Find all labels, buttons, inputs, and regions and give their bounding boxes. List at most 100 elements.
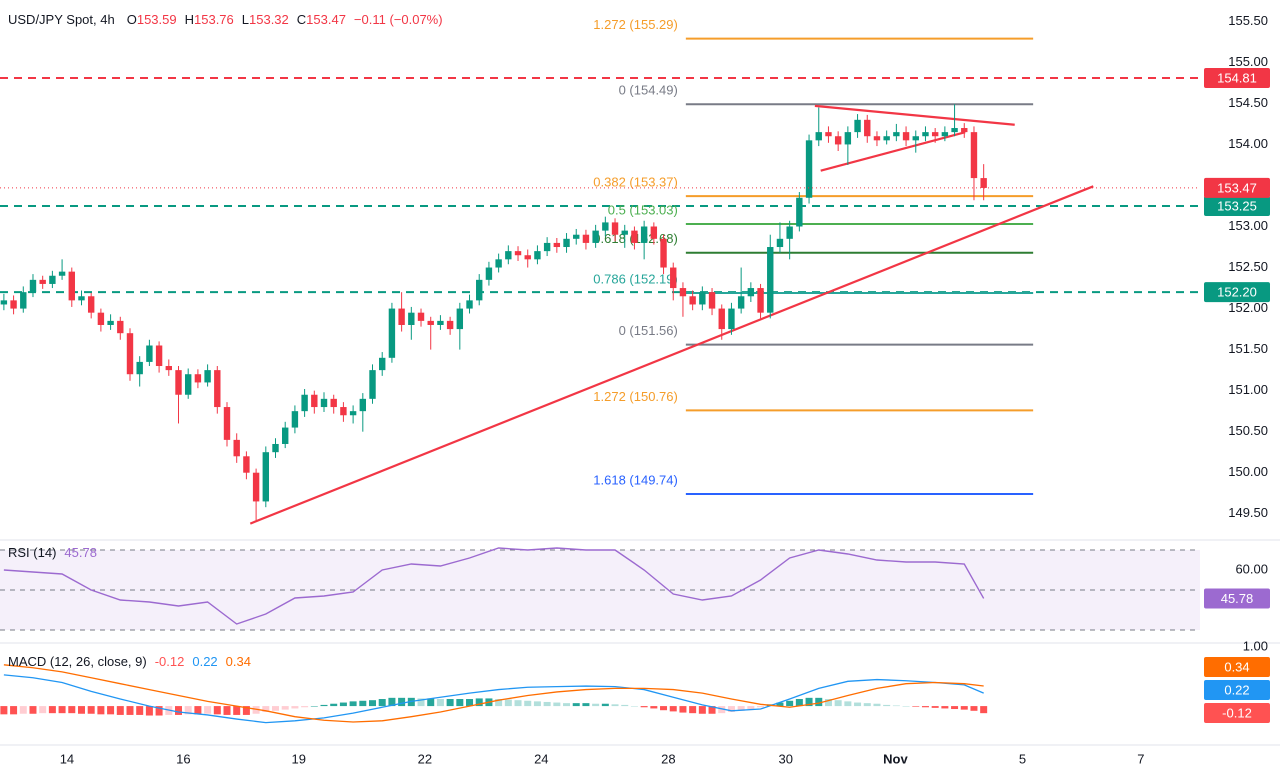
candle-body bbox=[126, 333, 134, 375]
y-tick-label: 60.00 bbox=[1235, 561, 1268, 576]
rsi-line bbox=[3, 547, 985, 625]
macd-histogram-bar bbox=[252, 706, 260, 714]
candle-body bbox=[233, 439, 240, 457]
macd-histogram-bar bbox=[388, 697, 396, 707]
candle-body bbox=[582, 234, 590, 243]
fib-label: 1.618 (149.74) bbox=[593, 472, 678, 487]
macd-value-label-box bbox=[1204, 680, 1270, 700]
macd-histogram-bar bbox=[19, 706, 27, 714]
macd-histogram-bar bbox=[931, 706, 939, 708]
candle-body bbox=[495, 259, 502, 268]
macd-histogram-bar bbox=[582, 703, 590, 707]
candle-body bbox=[524, 255, 531, 260]
macd-histogram-bar bbox=[679, 706, 687, 713]
candle-body bbox=[87, 296, 95, 313]
x-tick-label: 16 bbox=[176, 751, 190, 766]
candle-body bbox=[146, 345, 153, 362]
macd-histogram-bar bbox=[116, 706, 124, 715]
ohlc-value: 153.59 bbox=[137, 12, 177, 27]
macd-histogram-bar bbox=[747, 706, 755, 710]
candle-body bbox=[650, 226, 658, 239]
macd-histogram-bar bbox=[883, 704, 891, 707]
price-line-label-box bbox=[1204, 282, 1270, 303]
macd-histogram-bar bbox=[68, 706, 76, 714]
candle-body bbox=[844, 132, 852, 145]
macd-histogram-bar bbox=[553, 702, 561, 707]
rsi-header: RSI (14) 45.78 bbox=[8, 545, 97, 560]
candle-body bbox=[243, 456, 250, 473]
fib-label: 0 (154.49) bbox=[619, 83, 678, 98]
y-tick-label: 153.00 bbox=[1228, 218, 1268, 233]
fib-label: 0 (151.56) bbox=[619, 323, 678, 338]
macd-histogram-bar bbox=[902, 706, 910, 707]
candle-body bbox=[417, 312, 425, 321]
candle-body bbox=[864, 119, 871, 137]
x-tick-label: 30 bbox=[779, 751, 793, 766]
ohlc-key: L bbox=[242, 12, 249, 27]
candle-body bbox=[805, 140, 813, 198]
price-line-label-box bbox=[1204, 67, 1270, 88]
macd-histogram-bar bbox=[815, 697, 823, 707]
candle-body bbox=[980, 178, 987, 188]
macd-histogram-bar bbox=[912, 706, 920, 707]
candle-body bbox=[437, 320, 444, 325]
macd-histogram-bar bbox=[951, 706, 959, 710]
candle-body bbox=[359, 398, 367, 412]
macd-histogram-bar bbox=[398, 697, 406, 707]
candle-body bbox=[728, 308, 735, 330]
candle-body bbox=[660, 238, 667, 268]
macd-histogram-bar bbox=[621, 704, 629, 707]
candle-body bbox=[786, 226, 793, 239]
candle-body bbox=[291, 411, 299, 428]
price-line-label: 154.81 bbox=[1217, 70, 1257, 85]
signal-value: 0.34 bbox=[226, 654, 251, 669]
macd-histogram-bar bbox=[669, 706, 677, 712]
macd-histogram-bar bbox=[795, 699, 803, 707]
macd-histogram-bar bbox=[281, 706, 289, 710]
candle-body bbox=[747, 288, 755, 297]
macd-histogram-bar bbox=[640, 706, 648, 708]
header-bg bbox=[0, 6, 560, 34]
candle-body bbox=[951, 128, 958, 133]
candle-body bbox=[29, 279, 37, 293]
candle-body bbox=[49, 275, 56, 284]
candle-body bbox=[922, 132, 929, 137]
macd-histogram-bar bbox=[272, 706, 280, 711]
macd-histogram-bar bbox=[0, 706, 8, 715]
rsi-value-label-box bbox=[1204, 588, 1270, 609]
candle-body bbox=[175, 370, 182, 395]
macd-histogram-bar bbox=[446, 699, 454, 707]
candle-body bbox=[883, 136, 890, 141]
candle-body bbox=[184, 374, 192, 395]
candle-body bbox=[970, 132, 978, 179]
symbol: USD/JPY Spot, 4h bbox=[8, 12, 115, 27]
candle-body bbox=[349, 411, 357, 416]
macd-histogram-bar bbox=[58, 706, 66, 714]
candle-body bbox=[796, 197, 803, 227]
x-tick-label: 22 bbox=[418, 751, 432, 766]
macd-histogram-bar bbox=[514, 700, 522, 707]
ohlc-key: H bbox=[185, 12, 194, 27]
macd-histogram-bar bbox=[136, 706, 144, 715]
macd-histogram-bar bbox=[563, 703, 571, 707]
y-tick-label: 155.50 bbox=[1228, 13, 1268, 28]
change: −0.11 (−0.07%) bbox=[354, 12, 443, 27]
macd-histogram-bar bbox=[155, 706, 163, 716]
candle-body bbox=[941, 132, 949, 137]
y-tick-label: 155.00 bbox=[1228, 54, 1268, 69]
candle-body bbox=[679, 288, 687, 297]
macd-histogram-bar bbox=[708, 706, 716, 714]
candle-body bbox=[708, 292, 716, 309]
macd-histogram-bar bbox=[427, 698, 435, 707]
macd-histogram-bar bbox=[737, 706, 745, 711]
macd-histogram-bar bbox=[339, 702, 347, 707]
fib-label: 1.272 (150.76) bbox=[593, 389, 678, 404]
macd-histogram-bar bbox=[980, 706, 988, 714]
macd-histogram-bar bbox=[543, 701, 551, 707]
candle-body bbox=[117, 320, 124, 334]
candle-body bbox=[97, 312, 105, 325]
candle-body bbox=[320, 398, 328, 408]
fib-label: 0.786 (152.19) bbox=[593, 271, 678, 286]
candle-body bbox=[873, 136, 881, 141]
